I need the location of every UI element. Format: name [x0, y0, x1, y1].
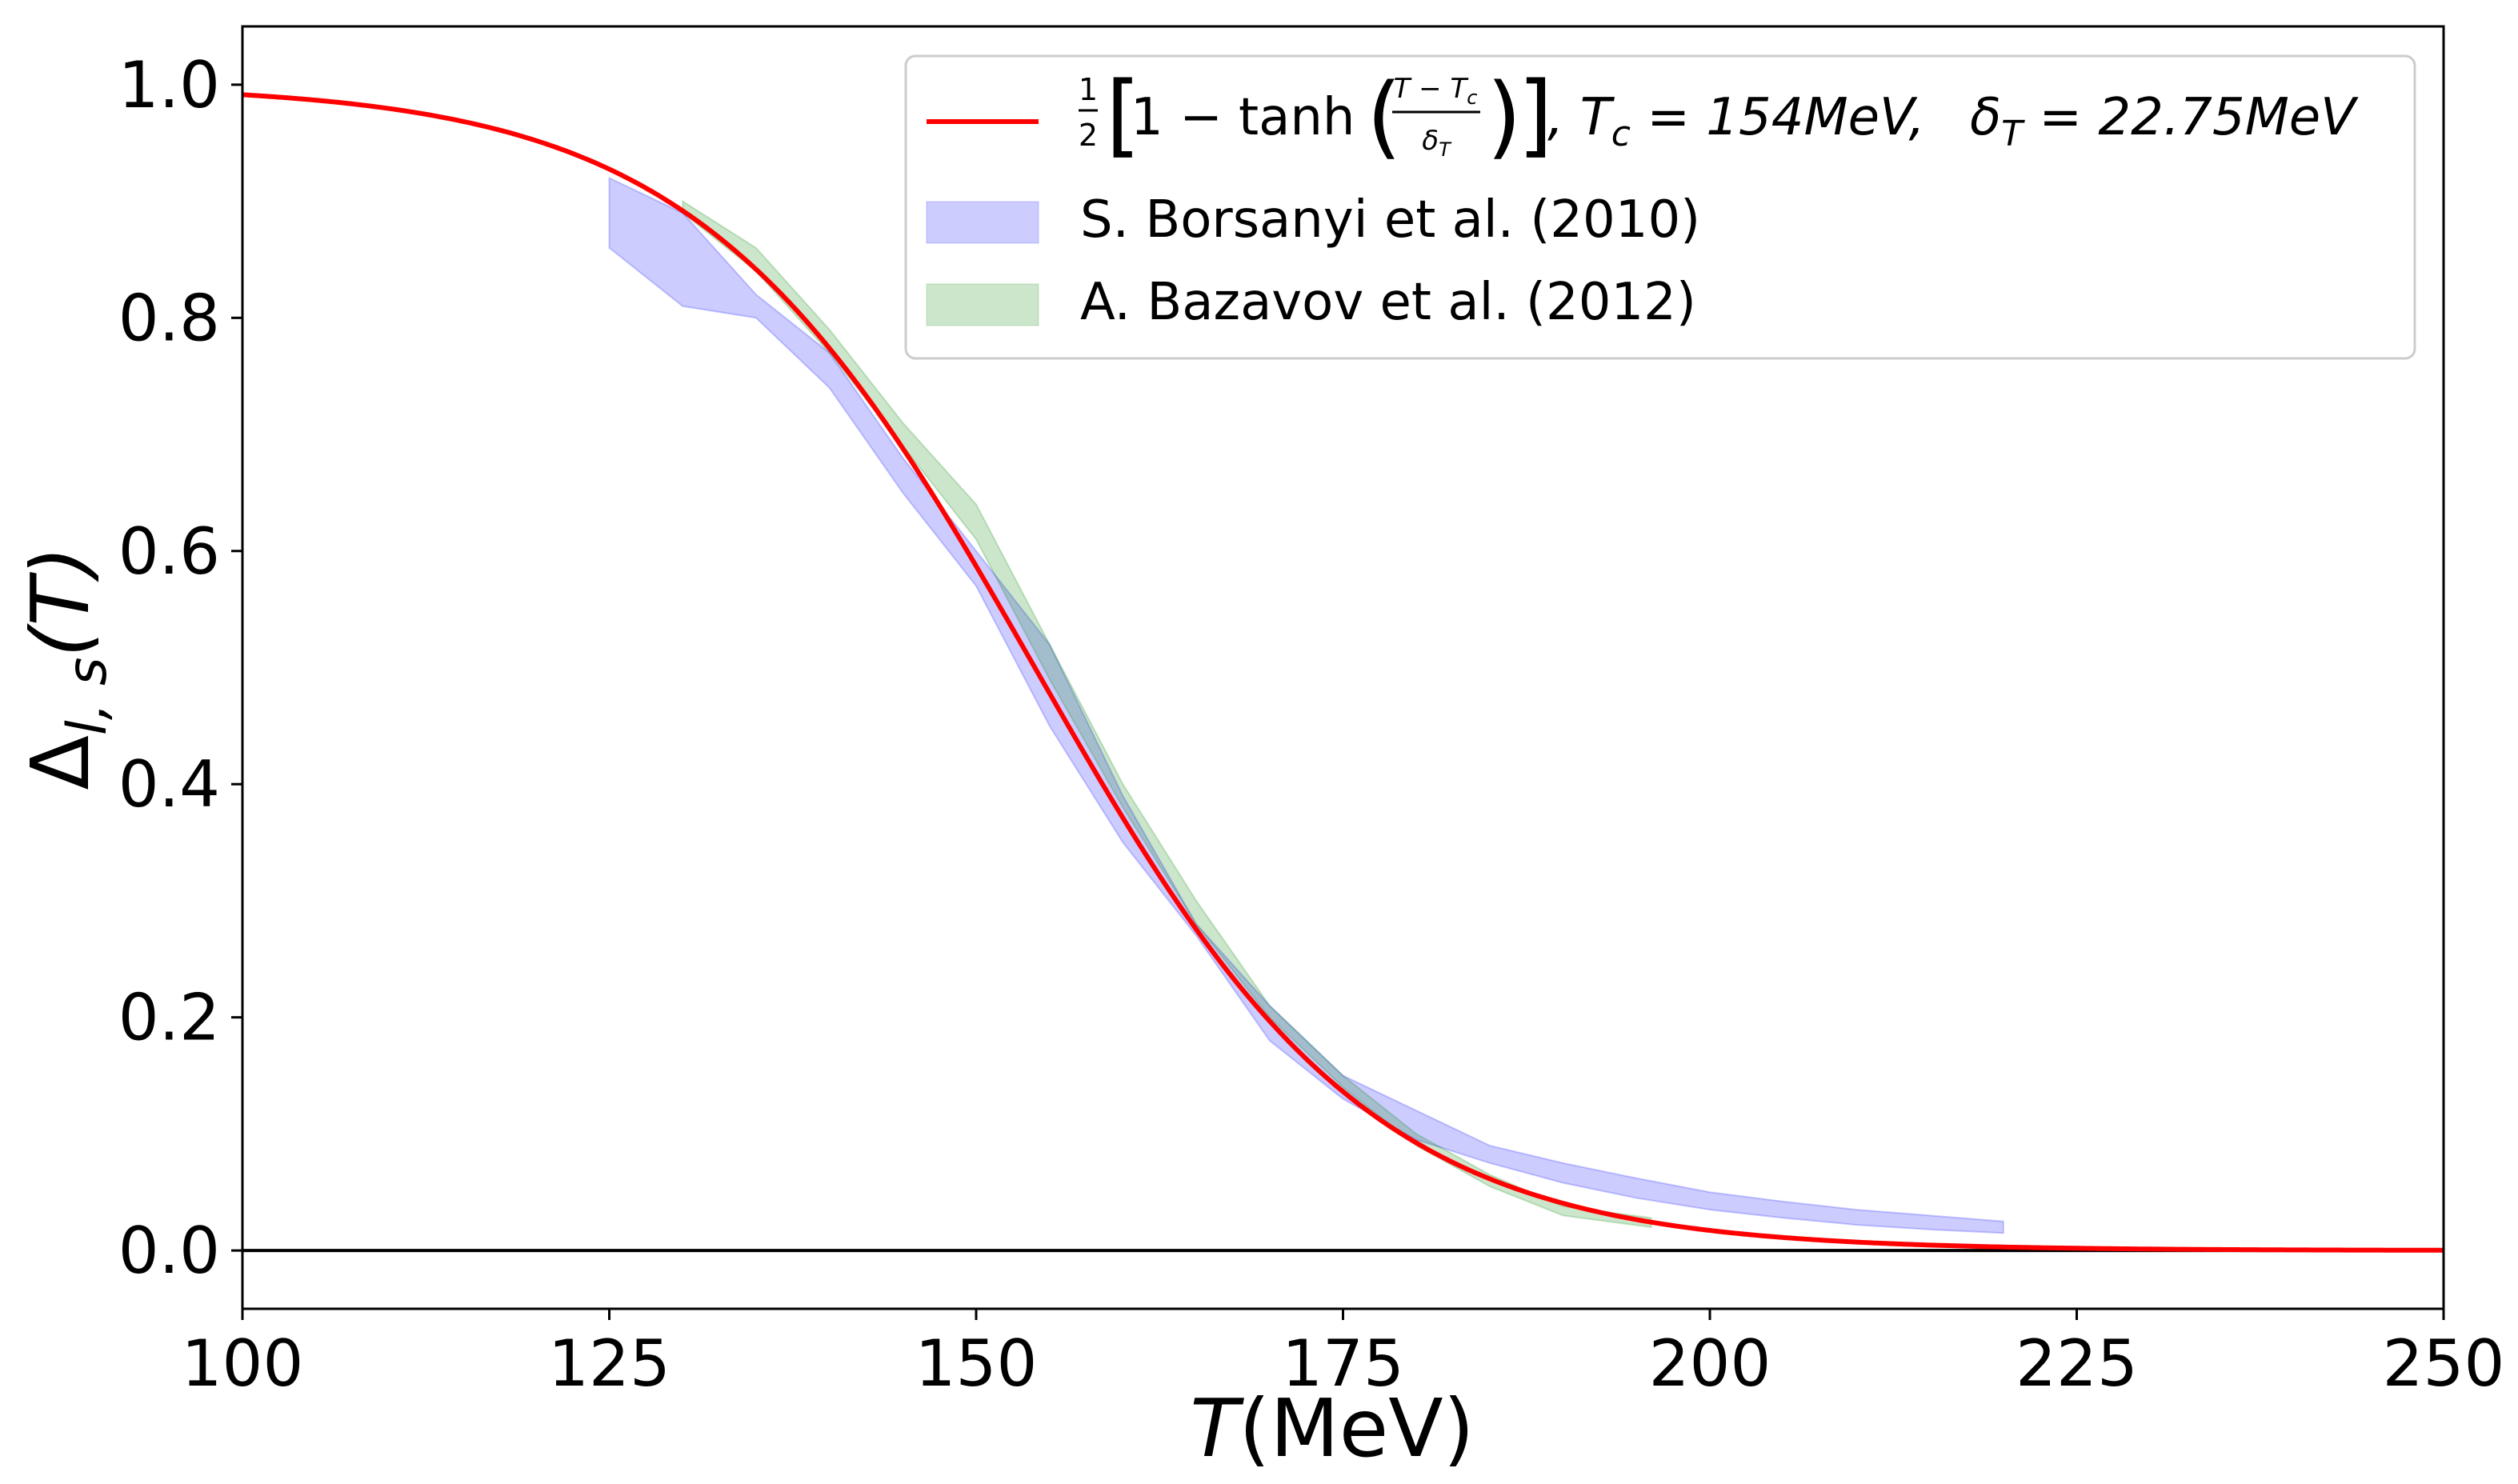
x-tick-label-100: 100 [182, 1326, 304, 1401]
band-series-0 [608, 176, 2004, 1234]
x-tick-label-200: 200 [1649, 1326, 1771, 1401]
x-tick-label-125: 125 [548, 1326, 671, 1401]
legend-half-denominator: 2 [1079, 118, 1098, 153]
y-axis-label-sub: l, s [56, 658, 119, 736]
legend-close-bracket: ] [1518, 63, 1553, 167]
legend-fraction-numerator-main: T − T [1394, 73, 1469, 105]
legend-fit-formula: 1 2 [ 1 − tanh ( T − Tc δT ) ] , Tc = 15… [1079, 63, 2359, 169]
legend-fraction-denominator-main: δ [1422, 125, 1439, 157]
legend-one-minus-tanh: 1 − tanh [1131, 88, 1355, 147]
y-tick-label-3: 0.6 [118, 514, 220, 589]
legend-delta-text: δT = 22.75MeV [1970, 88, 2359, 154]
legend-open-bracket: [ [1106, 63, 1141, 167]
y-axis-ticks: 0.0 0.2 0.4 0.6 0.8 1.0 [118, 48, 242, 1288]
x-tick-label-225: 225 [2016, 1326, 2138, 1401]
x-tick-label-150: 150 [915, 1326, 1038, 1401]
legend-delta-prefix: δ [1970, 88, 2001, 147]
y-axis-label-main: Δ [14, 735, 107, 790]
legend-delta-sub: T [2001, 114, 2025, 154]
legend-fraction-denominator: δT [1422, 125, 1452, 161]
x-tick-label-250: 250 [2383, 1326, 2505, 1401]
legend-tc-sub: c [1611, 114, 1631, 154]
y-tick-label-4: 0.8 [118, 281, 220, 355]
legend-fraction-denominator-sub: T [1439, 138, 1452, 161]
x-axis-label: T(MeV) [1190, 1382, 1474, 1475]
y-tick-label-5: 1.0 [118, 48, 220, 122]
x-axis-label-unit: (MeV) [1239, 1382, 1474, 1475]
legend-close-paren: ) [1487, 65, 1522, 169]
x-axis-label-text: T(MeV) [1190, 1382, 1474, 1475]
legend-borsanyi-swatch [926, 201, 1039, 244]
y-tick-label-2: 0.4 [118, 747, 220, 822]
legend-bazavov-label: A. Bazavov et al. (2012) [1080, 273, 1696, 332]
x-axis-ticks: 100 125 150 175 200 225 250 [182, 1309, 2505, 1401]
y-axis-label-rest: (T) [14, 546, 107, 657]
legend-tc-value: = 154MeV, [1631, 88, 1925, 147]
y-tick-label-0: 0.0 [118, 1214, 220, 1288]
legend-delta-value: = 22.75MeV [2023, 88, 2359, 147]
legend-tc-text: , Tc = 154MeV, [1547, 88, 1925, 154]
legend: 1 2 [ 1 − tanh ( T − Tc δT ) ] , Tc = 15… [904, 54, 2416, 360]
legend-box [904, 54, 2416, 360]
band-series-1 [682, 199, 1652, 1229]
legend-tc-prefix: , T [1547, 88, 1615, 147]
legend-open-paren: ( [1367, 65, 1402, 169]
legend-entry-bazavov: A. Bazavov et al. (2012) [926, 273, 1696, 332]
legend-half-numerator: 1 [1079, 72, 1098, 107]
legend-fraction-numerator: T − Tc [1394, 73, 1478, 109]
y-axis-label-text: Δl, s(T) [14, 546, 119, 790]
legend-entry-borsanyi: S. Borsanyi et al. (2010) [926, 190, 1700, 250]
y-tick-label-1: 0.2 [118, 981, 220, 1055]
x-axis-label-italic: T [1190, 1382, 1244, 1475]
legend-borsanyi-label: S. Borsanyi et al. (2010) [1080, 190, 1700, 250]
series-layer [608, 176, 2004, 1234]
legend-entry-fit: 1 2 [ 1 − tanh ( T − Tc δT ) ] , Tc = 15… [927, 63, 2359, 169]
x-tick-label-175: 175 [1282, 1326, 1404, 1401]
legend-bazavov-swatch [926, 283, 1039, 326]
fit-curve [242, 92, 2444, 1253]
y-axis-label: Δl, s(T) [14, 546, 119, 790]
legend-fraction-numerator-sub: c [1467, 86, 1477, 109]
